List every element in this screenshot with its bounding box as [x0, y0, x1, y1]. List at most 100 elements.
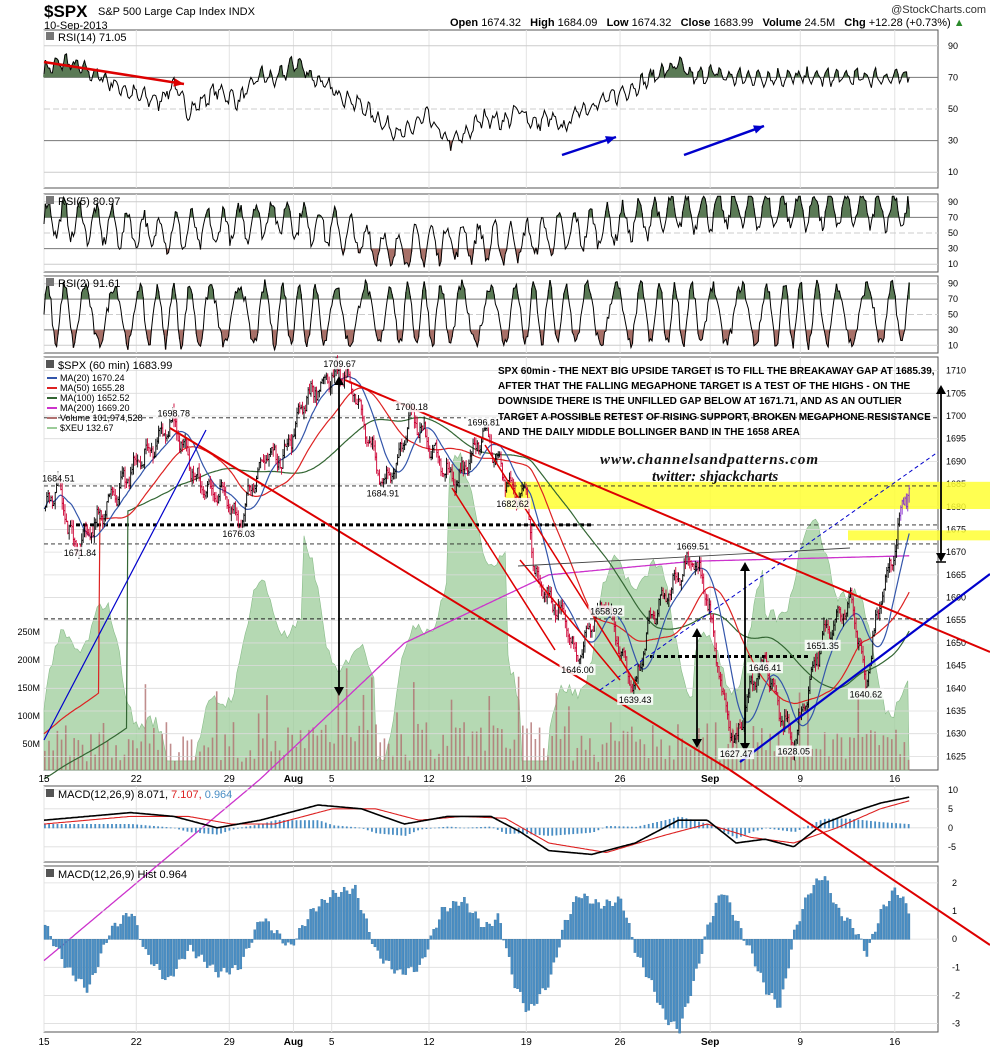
price-label-text: 1684.51: [42, 473, 75, 483]
macd-hist-bar: [446, 911, 449, 940]
rsi-tick-label: 50: [948, 228, 958, 238]
macd-hist-mini-bar: [153, 825, 155, 829]
volume-bar: [463, 722, 465, 770]
macd-hist-bar: [91, 939, 94, 975]
ma200-line: [43, 555, 910, 962]
macd-hist-mini-bar: [639, 825, 642, 829]
price-label-text: 1646.41: [749, 663, 782, 673]
volume-bar: [450, 699, 453, 770]
volume-bar: [224, 734, 226, 770]
volume-bar: [501, 729, 503, 770]
macd-hist-mini-bar: [161, 826, 164, 829]
macd-hist-bar: [790, 939, 793, 950]
volume-bar: [895, 729, 897, 770]
macd-hist-mini-bar: [115, 824, 118, 829]
volume-bar: [178, 752, 180, 770]
volume-bar: [425, 722, 428, 770]
price-label-bg: [40, 472, 77, 484]
volume-bar: [371, 677, 373, 770]
volume-bar: [614, 740, 616, 770]
macd-hist-mini-bar: [631, 826, 633, 829]
volume-bar: [660, 739, 662, 770]
macd-hist-bar: [63, 939, 66, 968]
volume-bar: [144, 684, 147, 770]
price-label-bg: [494, 497, 531, 509]
macd-hist-bar: [742, 939, 746, 941]
macd-hist-mini-bar: [622, 826, 625, 829]
price-label-text: 1627.47: [720, 749, 753, 759]
macd-hist-bar: [860, 938, 863, 940]
macd-hist-bar: [161, 939, 164, 980]
volume-bar: [119, 760, 122, 770]
macd-hist-bar: [412, 939, 416, 973]
volume-bar: [291, 734, 293, 770]
macd-hist-bar: [169, 939, 173, 976]
macd-hist-bar: [577, 897, 581, 940]
target-arrow-sep-head-top: [740, 562, 750, 571]
ohlc-readout: Open 1674.32 High 1684.09 Low 1674.32 Cl…: [450, 17, 965, 29]
volume-bar: [408, 760, 411, 770]
macd-hist-mini-bar: [618, 826, 621, 829]
macd-hist-mini-bar: [643, 824, 646, 829]
price-label: 1627.47: [718, 748, 755, 760]
analysis-annotation: SPX 60min - THE NEXT BIG UPSIDE TARGET I…: [498, 366, 935, 438]
rsi-tick-label: 90: [948, 41, 958, 51]
macd-hist-bar: [524, 939, 528, 1012]
macd-hist-bar: [312, 908, 315, 940]
volume-bar: [429, 749, 432, 770]
rsi-label-text: RSI(2) 91.61: [58, 278, 120, 290]
macd-hist-bar: [82, 939, 86, 988]
volume-bar: [631, 726, 633, 770]
volume-bar: [794, 759, 797, 770]
macd-hist-mini-bar: [547, 827, 549, 836]
macd-hist-mini-bar: [647, 823, 650, 829]
macd-hist-bar: [488, 923, 491, 940]
macd-hist-mini-bar: [404, 827, 407, 836]
volume-bar: [781, 750, 784, 770]
macd-hist-bar: [812, 885, 816, 940]
volume-bar: [677, 724, 679, 770]
macd-hist-mini-bar: [173, 827, 176, 829]
volume-bar: [199, 751, 201, 770]
macd-hist-bar: [658, 939, 662, 1005]
macd-hist-bar: [404, 939, 407, 975]
rsi-tick-label: 30: [948, 244, 958, 254]
volume-bar: [832, 739, 834, 770]
macd-hist-bar: [301, 925, 304, 940]
macd-hist-bar: [205, 939, 209, 968]
price-label-text: 1671.84: [64, 548, 97, 558]
macd-hist-bar: [885, 906, 888, 940]
volume-bar: [668, 745, 671, 770]
volume-bar: [865, 733, 868, 770]
volume-bar: [77, 740, 80, 770]
macd-label-part: 7.107,: [171, 789, 205, 801]
volume-bar: [819, 749, 822, 770]
macd-hist-mini-bar: [371, 827, 373, 832]
volume-bar: [56, 730, 59, 770]
x-axis-label-bottom: 19: [521, 1037, 533, 1048]
volume-bar: [572, 760, 574, 770]
macd-hist-mini-bar: [522, 827, 524, 834]
macd-hist-mini-bar: [354, 827, 357, 829]
volume-bar: [513, 739, 516, 770]
macd-hist-bar: [273, 933, 276, 940]
volume-bar: [111, 757, 113, 770]
macd-hist-bar: [331, 890, 335, 940]
volume-bar: [446, 745, 449, 770]
macd-hist-bar: [421, 939, 424, 959]
volume-bar: [203, 745, 205, 770]
brand-label[interactable]: @StockCharts.com: [891, 4, 986, 16]
macd-hist-mini-bar: [593, 827, 596, 832]
macd-hist-bar: [396, 939, 399, 971]
macd-hist-bar: [510, 939, 514, 975]
volume-bar: [467, 756, 470, 770]
volume-bar: [735, 723, 738, 770]
macd-hist-bar: [362, 913, 366, 940]
rsi-downtrend-arrow-head: [173, 78, 184, 87]
macd-hist-bar: [625, 917, 628, 940]
x-axis-label-bottom: 5: [329, 1037, 335, 1048]
macd-hist-mini-bar: [454, 827, 457, 829]
macd-hist-bar: [166, 939, 170, 978]
macd-hist-mini-bar: [270, 821, 273, 829]
macd-hist-bar: [429, 935, 433, 940]
